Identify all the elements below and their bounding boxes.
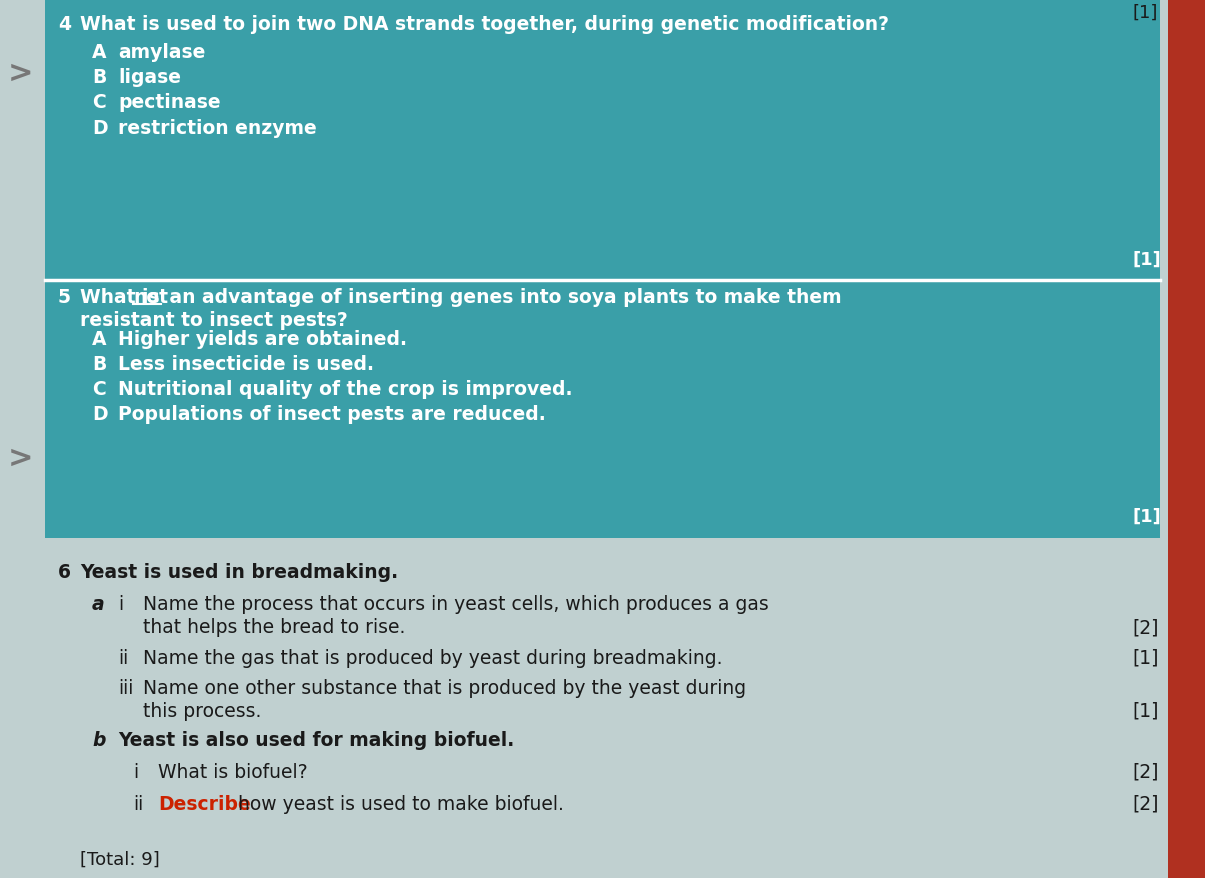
Text: D: D <box>92 405 107 423</box>
Text: [1]: [1] <box>1131 702 1158 720</box>
Text: A: A <box>92 329 106 349</box>
Text: [Total: 9]: [Total: 9] <box>80 850 160 868</box>
Text: this process.: this process. <box>143 702 261 720</box>
Text: Yeast is used in breadmaking.: Yeast is used in breadmaking. <box>80 563 398 581</box>
Text: [1]: [1] <box>1131 648 1158 667</box>
Text: i: i <box>133 762 139 781</box>
Text: C: C <box>92 93 106 112</box>
Text: [2]: [2] <box>1131 794 1158 813</box>
Text: b: b <box>92 730 105 749</box>
Text: Nutritional quality of the crop is improved.: Nutritional quality of the crop is impro… <box>118 379 572 399</box>
Text: [2]: [2] <box>1131 617 1158 637</box>
Text: a: a <box>92 594 105 614</box>
Text: restriction enzyme: restriction enzyme <box>118 119 317 138</box>
FancyBboxPatch shape <box>45 0 1160 281</box>
Text: Higher yields are obtained.: Higher yields are obtained. <box>118 329 407 349</box>
Text: B: B <box>92 68 106 87</box>
Text: C: C <box>92 379 106 399</box>
Text: Name one other substance that is produced by the yeast during: Name one other substance that is produce… <box>143 678 746 697</box>
Text: Describe: Describe <box>158 794 251 813</box>
Text: pectinase: pectinase <box>118 93 221 112</box>
Text: D: D <box>92 119 107 138</box>
Text: ligase: ligase <box>118 68 181 87</box>
Text: [1]: [1] <box>1131 251 1160 269</box>
Text: i: i <box>118 594 123 614</box>
Text: how yeast is used to make biofuel.: how yeast is used to make biofuel. <box>233 794 564 813</box>
Text: not: not <box>133 288 167 306</box>
Text: ii: ii <box>133 794 143 813</box>
Text: an advantage of inserting genes into soya plants to make them: an advantage of inserting genes into soy… <box>163 288 841 306</box>
Text: >: > <box>8 59 34 88</box>
Text: that helps the bread to rise.: that helps the bread to rise. <box>143 617 405 637</box>
Text: >: > <box>8 443 34 472</box>
Text: A: A <box>92 43 106 62</box>
Text: What is: What is <box>80 288 166 306</box>
Text: B: B <box>92 355 106 373</box>
Text: Yeast is also used for making biofuel.: Yeast is also used for making biofuel. <box>118 730 515 749</box>
Text: Populations of insect pests are reduced.: Populations of insect pests are reduced. <box>118 405 546 423</box>
Text: 4: 4 <box>58 15 71 34</box>
Text: resistant to insect pests?: resistant to insect pests? <box>80 311 348 329</box>
Text: [1]: [1] <box>1131 507 1160 525</box>
Text: What is biofuel?: What is biofuel? <box>158 762 307 781</box>
Text: ii: ii <box>118 648 128 667</box>
Text: Name the gas that is produced by yeast during breadmaking.: Name the gas that is produced by yeast d… <box>143 648 723 667</box>
Text: Less insecticide is used.: Less insecticide is used. <box>118 355 374 373</box>
Text: What is used to join two DNA strands together, during genetic modification?: What is used to join two DNA strands tog… <box>80 15 889 34</box>
Text: 6: 6 <box>58 563 71 581</box>
Text: [2]: [2] <box>1131 762 1158 781</box>
Text: amylase: amylase <box>118 43 205 62</box>
Text: [1]: [1] <box>1131 4 1157 22</box>
FancyBboxPatch shape <box>1168 0 1205 878</box>
Text: iii: iii <box>118 678 134 697</box>
FancyBboxPatch shape <box>45 281 1160 538</box>
Text: 5: 5 <box>58 288 71 306</box>
Text: Name the process that occurs in yeast cells, which produces a gas: Name the process that occurs in yeast ce… <box>143 594 769 614</box>
